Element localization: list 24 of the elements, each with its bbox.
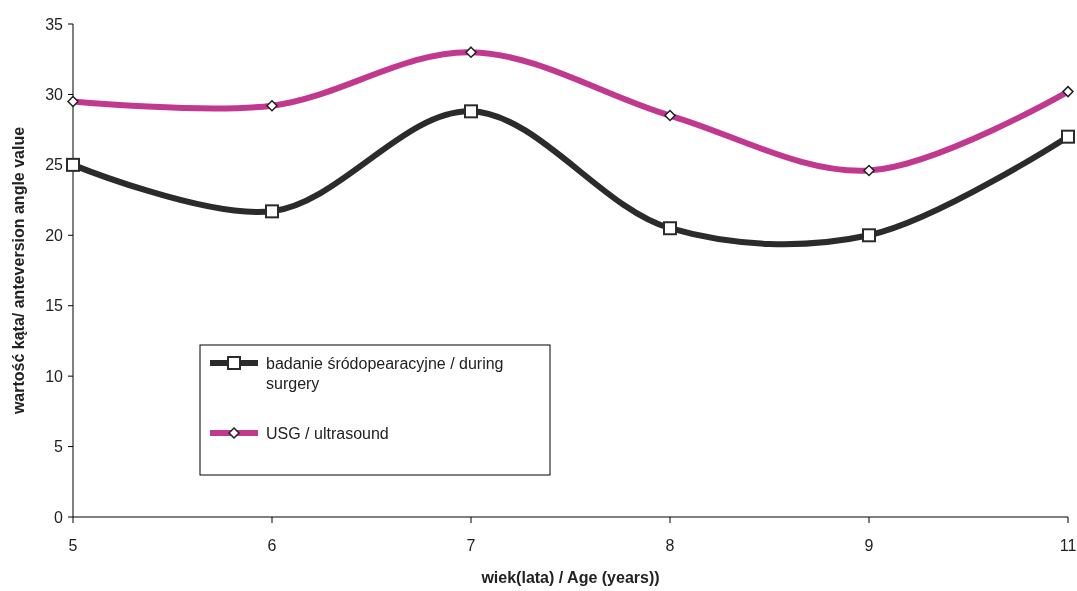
- x-tick-label: 7: [466, 537, 476, 554]
- y-tick-label: 20: [45, 226, 64, 244]
- point: [862, 228, 876, 243]
- point: [66, 157, 80, 172]
- point: [464, 104, 478, 119]
- y-tick-label: 25: [45, 156, 64, 174]
- y-tick-label: 5: [54, 438, 64, 456]
- point: [1061, 129, 1075, 144]
- y-axis-title: wartość kąta/ anteversion angle value: [10, 126, 27, 416]
- x-tick-label: 5: [68, 537, 78, 554]
- x-tick-label: 9: [864, 537, 874, 554]
- y-tick-label: 30: [45, 86, 64, 104]
- legend-label: badanie śródopearacyjne / during surgery: [266, 354, 504, 393]
- legend-label: USG / ultrasound: [266, 424, 389, 442]
- point: [663, 221, 677, 236]
- point: [265, 204, 279, 219]
- y-tick-label: 15: [45, 297, 64, 315]
- x-tick-label: 6: [267, 537, 277, 554]
- x-tick-label: 11: [1059, 537, 1077, 554]
- x-axis-title: wiek(lata) / Age (years)): [480, 569, 660, 586]
- y-tick-label: 35: [45, 15, 64, 33]
- y-tick-label: 0: [54, 508, 64, 526]
- y-tick-label: 10: [45, 367, 64, 385]
- x-tick-label: 8: [665, 537, 675, 554]
